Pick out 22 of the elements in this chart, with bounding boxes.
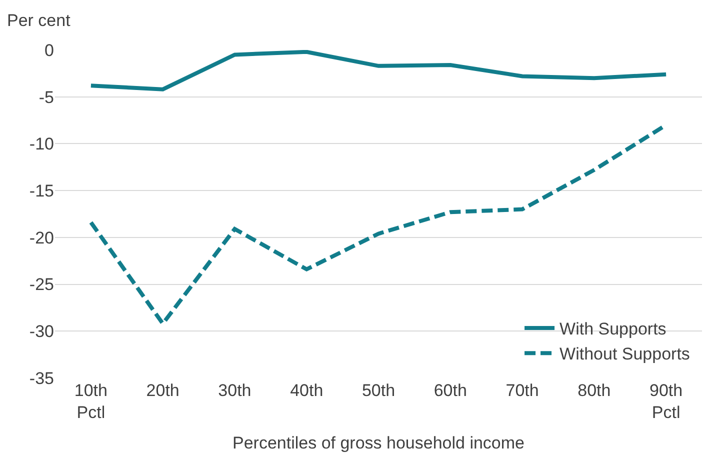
x-tick-label: 20th: [146, 381, 180, 400]
x-tick-label: 10th Pctl: [74, 381, 108, 422]
y-tick-label: -30: [29, 322, 54, 342]
y-tick-label: -5: [38, 88, 54, 107]
x-tick-label: 90th Pctl: [650, 381, 683, 422]
x-tick-label: 40th: [290, 381, 324, 400]
x-tick-label: 70th: [506, 381, 539, 400]
y-tick-label: -10: [29, 134, 54, 154]
y-tick-label: -15: [29, 182, 54, 201]
line-series: [88, 50, 668, 92]
y-tick-label: -25: [29, 275, 54, 294]
x-tick-label: 30th: [218, 381, 252, 400]
y-tick-label: -35: [29, 368, 54, 388]
x-axis-title: Percentiles of gross household income: [232, 434, 524, 452]
x-tick-label: 50th: [362, 381, 396, 400]
x-tick-label: 80th: [578, 381, 611, 400]
y-tick-label: 0: [44, 40, 54, 60]
legend-label: With Supports: [560, 320, 666, 339]
y-axis-title: Per cent: [7, 11, 71, 30]
y-tick-label: -20: [29, 228, 54, 248]
x-tick-label: 60th: [434, 381, 467, 400]
legend-label: Without Supports: [560, 344, 690, 364]
